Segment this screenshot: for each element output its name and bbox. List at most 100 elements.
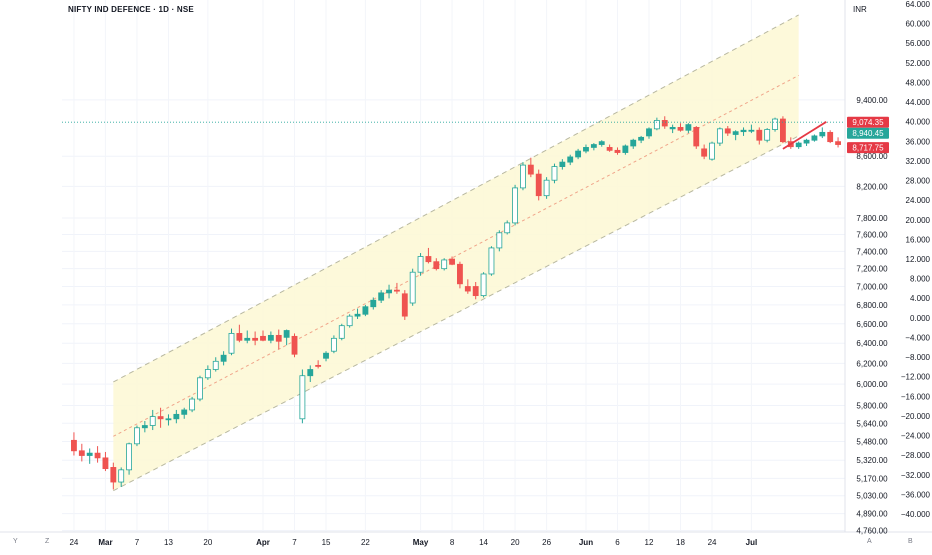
candle xyxy=(118,467,125,487)
candle xyxy=(716,127,723,146)
price-tick-label: 7,200.00 xyxy=(856,265,888,274)
candle-body xyxy=(606,147,613,151)
candle-body xyxy=(157,416,164,420)
candle xyxy=(299,369,306,424)
candle xyxy=(134,425,140,447)
candle xyxy=(417,253,424,276)
candle xyxy=(181,407,188,419)
secondary-tick-label: 16.000 xyxy=(906,235,931,244)
candle xyxy=(677,123,684,132)
candle-body xyxy=(417,256,424,273)
time-tick-label: 20 xyxy=(511,538,520,547)
secondary-tick-label: −40.000 xyxy=(901,510,931,519)
candle-body xyxy=(94,452,101,459)
secondary-tick-label: 44.000 xyxy=(906,98,931,107)
candle xyxy=(464,279,471,294)
price-tick-label: 5,480.00 xyxy=(856,437,888,446)
candle-body xyxy=(835,141,841,145)
candle-body xyxy=(661,120,668,127)
candle xyxy=(740,127,747,136)
candle-body xyxy=(598,141,605,145)
candle-body xyxy=(464,286,471,292)
candle-body xyxy=(480,273,487,297)
candle-body xyxy=(740,129,747,133)
candle-body xyxy=(795,142,802,148)
candle xyxy=(575,148,582,160)
candle xyxy=(709,141,715,161)
price-tick-label: 7,600.00 xyxy=(856,230,888,239)
candle-body xyxy=(378,292,385,301)
footer-letter-b[interactable]: B xyxy=(908,538,913,545)
price-tick-label: 7,400.00 xyxy=(856,247,888,256)
time-tick-label: 6 xyxy=(615,538,620,547)
candle-body xyxy=(386,289,392,294)
candle xyxy=(362,304,369,317)
trend-segment xyxy=(782,121,827,150)
time-tick-label: Mar xyxy=(98,538,112,547)
price-tick-label: 8,600.00 xyxy=(856,152,888,161)
secondary-tick-label: 48.000 xyxy=(906,78,931,87)
candle-body xyxy=(149,416,156,426)
footer-letter-y[interactable]: Y xyxy=(13,538,18,545)
candle-body xyxy=(141,425,148,429)
time-tick-label: 13 xyxy=(164,538,173,547)
candle-body xyxy=(732,131,739,135)
footer-letter-z[interactable]: Z xyxy=(45,538,50,545)
candle-body xyxy=(244,337,251,341)
footer-letter-a[interactable]: A xyxy=(867,538,872,545)
chart-title: NIFTY IND DEFENCE · 1D · NSE xyxy=(68,5,194,14)
secondary-tick-label: 0.000 xyxy=(910,314,931,323)
secondary-tick-label: 52.000 xyxy=(906,59,931,68)
candle-body xyxy=(551,166,558,181)
candle-body xyxy=(236,333,243,341)
candle-body xyxy=(275,334,282,342)
candle-body xyxy=(71,439,77,452)
candle xyxy=(378,290,385,304)
candle xyxy=(622,144,629,155)
price-tick-label: 7,800.00 xyxy=(856,214,888,223)
candle xyxy=(212,357,219,372)
candle xyxy=(94,446,101,463)
candle xyxy=(701,144,708,160)
candle xyxy=(583,144,589,154)
candle xyxy=(315,360,322,369)
price-axis[interactable]: 9,400.00 8,600.00 8,200.00 7,800.00 7,600.00… xyxy=(856,96,888,536)
candle xyxy=(669,124,676,134)
candle-body xyxy=(520,164,526,189)
price-tick-label: 4,760.00 xyxy=(856,527,888,536)
candle-body xyxy=(803,139,810,144)
candle xyxy=(78,443,85,462)
candle xyxy=(480,272,487,298)
candle-body xyxy=(173,413,180,420)
candle xyxy=(835,137,841,148)
candle xyxy=(189,396,196,413)
candle-body xyxy=(393,289,400,292)
time-tick-label: May xyxy=(413,538,429,547)
candle xyxy=(827,130,834,144)
price-tick-label: 4,890.00 xyxy=(856,510,888,519)
candle xyxy=(157,407,164,428)
candle-body xyxy=(189,398,196,411)
candle xyxy=(819,127,826,139)
candle xyxy=(559,159,566,170)
candle-body xyxy=(197,377,203,400)
candle-body xyxy=(181,409,188,415)
candle xyxy=(772,117,778,132)
candle xyxy=(165,414,172,426)
time-axis[interactable]: 24 Mar 7 13 20 Apr 7 15 22 May 8 14 20 26 Jun 6 12 18 24 Ju… xyxy=(69,538,757,547)
regression-channel xyxy=(113,14,799,492)
time-tick-label: Apr xyxy=(256,538,270,547)
candle-body xyxy=(126,443,133,471)
candle xyxy=(346,314,353,328)
candlestick-series xyxy=(71,116,841,490)
candle xyxy=(661,116,668,129)
secondary-tick-label: 64.000 xyxy=(906,0,931,9)
time-tick-label: 24 xyxy=(708,538,717,547)
candle-body xyxy=(299,375,306,420)
candle-body xyxy=(590,144,597,148)
candle-body xyxy=(449,258,455,265)
candle xyxy=(354,308,361,319)
price-tick-label: 5,030.00 xyxy=(856,492,888,501)
